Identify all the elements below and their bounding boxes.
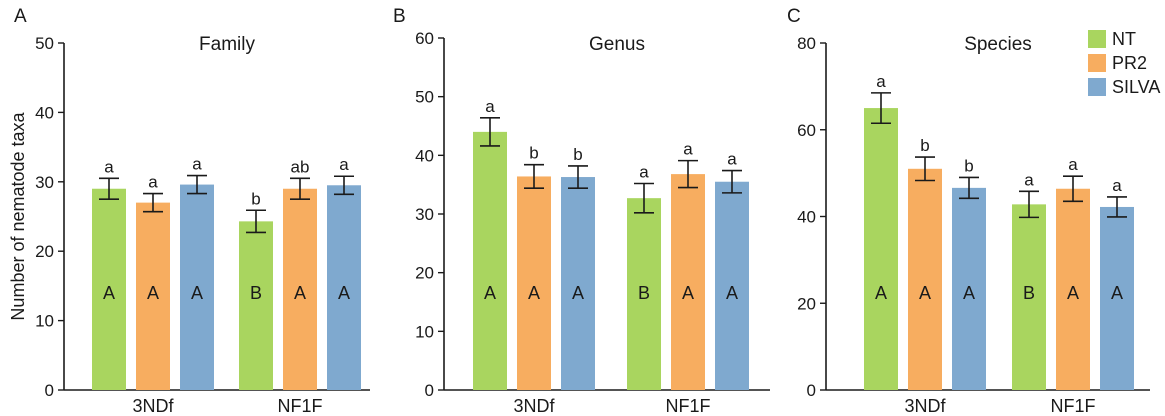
- y-tick-label: 0: [425, 381, 434, 400]
- y-tick-label: 10: [415, 322, 434, 341]
- significance-label: b: [964, 156, 973, 175]
- bar-NT: [864, 108, 898, 390]
- y-tick-label: 10: [35, 312, 54, 331]
- bar-NT: [1012, 204, 1046, 390]
- bar-SILVA: [1100, 206, 1134, 390]
- significance-label: a: [727, 150, 737, 169]
- bar-SILVA: [561, 177, 595, 390]
- panel-label: C: [787, 6, 801, 27]
- y-tick-label: 60: [415, 29, 434, 48]
- significance-label: a: [639, 162, 649, 181]
- significance-label: a: [104, 157, 114, 176]
- y-axis-label: Number of nematode taxa: [8, 111, 28, 320]
- bar-NT: [627, 198, 661, 390]
- group-significance-label: A: [1111, 283, 1123, 303]
- y-tick-label: 30: [35, 173, 54, 192]
- group-significance-label: A: [191, 283, 203, 303]
- y-tick-label: 40: [415, 146, 434, 165]
- legend-swatch-NT: [1088, 30, 1106, 48]
- bar-PR2: [1056, 188, 1090, 390]
- significance-label: a: [339, 155, 349, 174]
- x-tick-label: 3NDf: [513, 396, 555, 416]
- bar-SILVA: [952, 187, 986, 390]
- panel-label: B: [393, 6, 406, 27]
- significance-label: b: [251, 189, 260, 208]
- significance-label: a: [148, 173, 158, 192]
- group-significance-label: A: [726, 283, 738, 303]
- x-tick-label: NF1F: [666, 396, 711, 416]
- bar-PR2: [136, 202, 170, 390]
- group-significance-label: A: [919, 283, 931, 303]
- panel-title: Genus: [589, 34, 645, 55]
- group-significance-label: A: [147, 283, 159, 303]
- significance-label: b: [920, 136, 929, 155]
- bar-SILVA: [327, 185, 361, 390]
- panel-title: Family: [199, 34, 255, 55]
- group-significance-label: B: [1023, 283, 1035, 303]
- significance-label: a: [192, 155, 202, 174]
- bar-PR2: [517, 176, 551, 390]
- panel-label: A: [14, 6, 27, 27]
- x-tick-label: 3NDf: [132, 396, 174, 416]
- legend-swatch-PR2: [1088, 54, 1106, 72]
- y-tick-label: 50: [415, 88, 434, 107]
- legend-swatch-SILVA: [1088, 78, 1106, 96]
- x-tick-label: NF1F: [1051, 396, 1096, 416]
- x-tick-label: 3NDf: [904, 396, 946, 416]
- bar-PR2: [908, 168, 942, 390]
- y-tick-label: 40: [797, 208, 816, 227]
- y-tick-label: 60: [797, 121, 816, 140]
- group-significance-label: A: [294, 283, 306, 303]
- significance-label: ab: [291, 157, 310, 176]
- group-significance-label: A: [484, 283, 496, 303]
- y-tick-label: 0: [807, 381, 816, 400]
- bar-SILVA: [180, 184, 214, 390]
- bar-SILVA: [715, 181, 749, 390]
- y-tick-label: 80: [797, 34, 816, 53]
- bar-NT: [239, 221, 273, 390]
- y-tick-label: 0: [45, 381, 54, 400]
- bar-NT: [473, 131, 507, 390]
- group-significance-label: B: [638, 283, 650, 303]
- x-tick-label: NF1F: [278, 396, 323, 416]
- group-significance-label: A: [528, 283, 540, 303]
- bar-PR2: [671, 174, 705, 390]
- group-significance-label: A: [572, 283, 584, 303]
- significance-label: a: [1024, 170, 1034, 189]
- y-tick-label: 30: [415, 205, 434, 224]
- significance-label: a: [1112, 176, 1122, 195]
- group-significance-label: A: [1067, 283, 1079, 303]
- group-significance-label: A: [875, 283, 887, 303]
- legend-label: SILVA: [1112, 77, 1160, 97]
- y-tick-label: 20: [415, 264, 434, 283]
- panel-title: Species: [964, 34, 1032, 55]
- group-significance-label: A: [963, 283, 975, 303]
- significance-label: a: [485, 97, 495, 116]
- significance-label: a: [1068, 155, 1078, 174]
- significance-label: b: [573, 145, 582, 164]
- group-significance-label: A: [103, 283, 115, 303]
- significance-label: a: [876, 72, 886, 91]
- legend-label: PR2: [1112, 53, 1147, 73]
- bar-PR2: [283, 188, 317, 390]
- y-tick-label: 50: [35, 34, 54, 53]
- significance-label: b: [529, 144, 538, 163]
- group-significance-label: A: [682, 283, 694, 303]
- bar-NT: [92, 188, 126, 390]
- y-tick-label: 20: [35, 242, 54, 261]
- y-tick-label: 20: [797, 294, 816, 313]
- legend-label: NT: [1112, 29, 1136, 49]
- y-tick-label: 40: [35, 103, 54, 122]
- group-significance-label: B: [250, 283, 262, 303]
- significance-label: a: [683, 140, 693, 159]
- group-significance-label: A: [338, 283, 350, 303]
